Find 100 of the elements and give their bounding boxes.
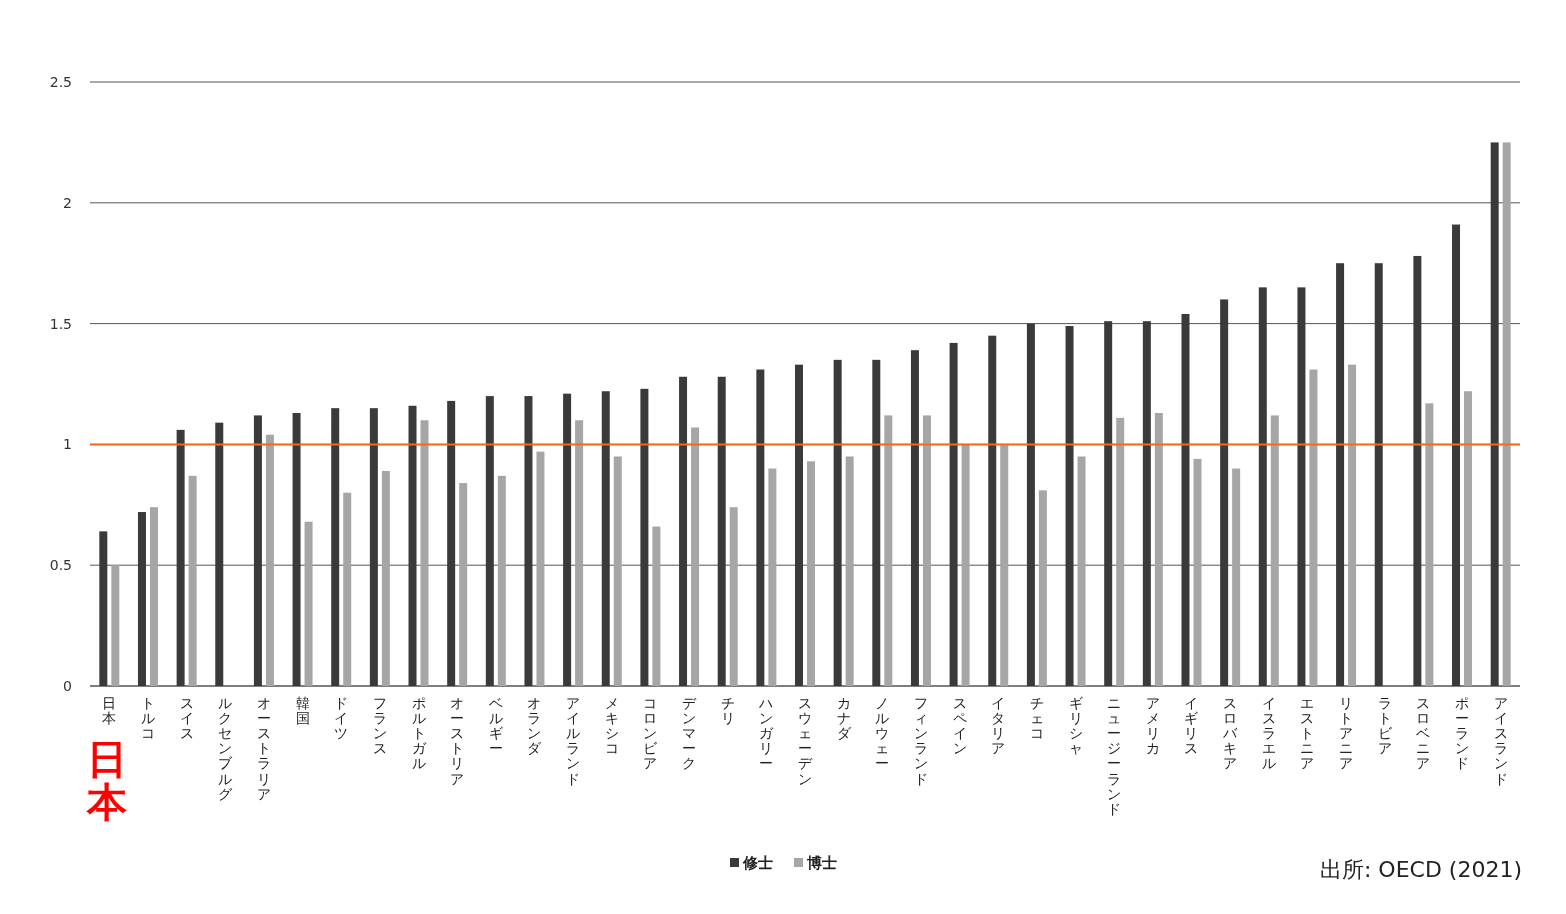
bar bbox=[215, 422, 224, 686]
bar bbox=[1000, 444, 1009, 686]
bar bbox=[176, 429, 185, 686]
bar bbox=[833, 359, 842, 686]
x-tick-label: スイス bbox=[179, 695, 194, 742]
bar bbox=[524, 396, 533, 686]
x-tick-label: イギリス bbox=[1184, 695, 1199, 757]
x-tick-label: フィンランド bbox=[913, 695, 928, 787]
x-tick-label: ドイツ bbox=[334, 695, 349, 742]
bar bbox=[1181, 313, 1190, 686]
y-tick-label: 0 bbox=[63, 678, 72, 694]
bar bbox=[563, 393, 572, 686]
x-tick-label: チェコ bbox=[1029, 695, 1044, 742]
legend-label: 博士 bbox=[806, 854, 837, 872]
bar bbox=[1336, 263, 1345, 686]
bar bbox=[910, 350, 919, 686]
y-tick-label: 0.5 bbox=[49, 557, 72, 574]
bar bbox=[1193, 458, 1202, 686]
legend-label: 修士 bbox=[742, 854, 773, 872]
bar bbox=[1026, 323, 1035, 686]
y-tick-label: 2 bbox=[63, 194, 72, 211]
x-tick-label: ベルギー bbox=[488, 695, 503, 757]
bar bbox=[922, 415, 931, 686]
bar bbox=[369, 408, 378, 686]
bar bbox=[1258, 287, 1267, 686]
x-tick-label: スペイン bbox=[952, 695, 967, 757]
bar bbox=[111, 565, 120, 686]
x-tick-label: リトアニア bbox=[1339, 695, 1354, 772]
bar bbox=[304, 521, 313, 686]
bar bbox=[1232, 468, 1241, 686]
bar bbox=[1038, 490, 1047, 686]
bar bbox=[149, 507, 158, 686]
bar bbox=[756, 369, 765, 686]
bar bbox=[1309, 369, 1318, 686]
bar bbox=[408, 405, 417, 686]
bar bbox=[807, 461, 815, 686]
bar bbox=[1154, 412, 1163, 686]
x-tick-label: アイルランド bbox=[566, 695, 581, 787]
bar bbox=[1348, 364, 1357, 686]
bar bbox=[961, 444, 970, 686]
x-tick-label: デンマーク bbox=[682, 695, 698, 772]
bar bbox=[575, 420, 584, 686]
x-tick-label: トルコ bbox=[140, 695, 155, 742]
bar bbox=[1464, 391, 1473, 686]
bar bbox=[253, 415, 262, 686]
x-tick-label: ノルウェー bbox=[875, 695, 890, 772]
x-tick-label: イタリア bbox=[991, 695, 1006, 757]
x-tick-label: コロンビア bbox=[643, 695, 659, 772]
bar bbox=[485, 396, 494, 686]
bar bbox=[1270, 415, 1279, 686]
bar bbox=[1142, 321, 1151, 686]
bar bbox=[717, 376, 726, 686]
bar bbox=[1452, 224, 1461, 686]
x-tick-label: 日本 bbox=[102, 695, 117, 727]
x-tick-label: カナダ bbox=[836, 695, 852, 742]
bar bbox=[420, 420, 429, 686]
bar bbox=[988, 335, 997, 686]
bar bbox=[1413, 255, 1422, 686]
x-tick-label: アメリカ bbox=[1145, 695, 1160, 757]
bar bbox=[613, 456, 622, 686]
x-tick-label: ルクセンブルグ bbox=[218, 695, 234, 802]
bar bbox=[845, 456, 854, 686]
bar bbox=[872, 359, 881, 686]
bar bbox=[1374, 263, 1383, 686]
x-tick-label: ギリシャ bbox=[1068, 695, 1083, 757]
text: 出所: OECD (2021) bbox=[1319, 857, 1522, 882]
bar bbox=[884, 415, 893, 686]
bar bbox=[265, 434, 274, 686]
bar bbox=[768, 468, 777, 686]
bar bbox=[459, 483, 468, 686]
y-tick-label: 2.5 bbox=[49, 74, 72, 90]
bar bbox=[292, 412, 301, 686]
bar bbox=[1220, 299, 1229, 686]
x-tick-label: ポーランド bbox=[1455, 695, 1470, 772]
bar bbox=[331, 408, 340, 686]
bar bbox=[497, 475, 506, 686]
bar bbox=[447, 400, 456, 686]
bar bbox=[343, 492, 352, 686]
bar bbox=[795, 364, 803, 686]
x-tick-label: オーストリア bbox=[450, 695, 465, 787]
bar bbox=[1502, 142, 1511, 686]
x-tick-label: アイスランド bbox=[1493, 695, 1508, 787]
x-tick-label: スウェーデン bbox=[798, 695, 813, 787]
x-tick-label: ニュージーランド bbox=[1107, 695, 1122, 817]
x-tick-label: オランダ bbox=[527, 695, 543, 757]
x-tick-label: エストニア bbox=[1300, 695, 1315, 772]
bar bbox=[640, 388, 649, 686]
y-tick-label: 1 bbox=[63, 436, 72, 453]
bar bbox=[652, 526, 661, 686]
bar bbox=[1490, 142, 1499, 686]
bar bbox=[729, 507, 738, 686]
bar bbox=[99, 531, 108, 686]
bar bbox=[381, 470, 390, 686]
bar bbox=[691, 427, 700, 686]
x-tick-label: メキシコ bbox=[604, 695, 619, 757]
bar bbox=[679, 376, 688, 686]
bar bbox=[1116, 417, 1125, 686]
x-tick-label: ラトビア bbox=[1377, 695, 1393, 757]
x-tick-label: 韓国 bbox=[295, 695, 310, 727]
bar bbox=[1077, 456, 1086, 686]
